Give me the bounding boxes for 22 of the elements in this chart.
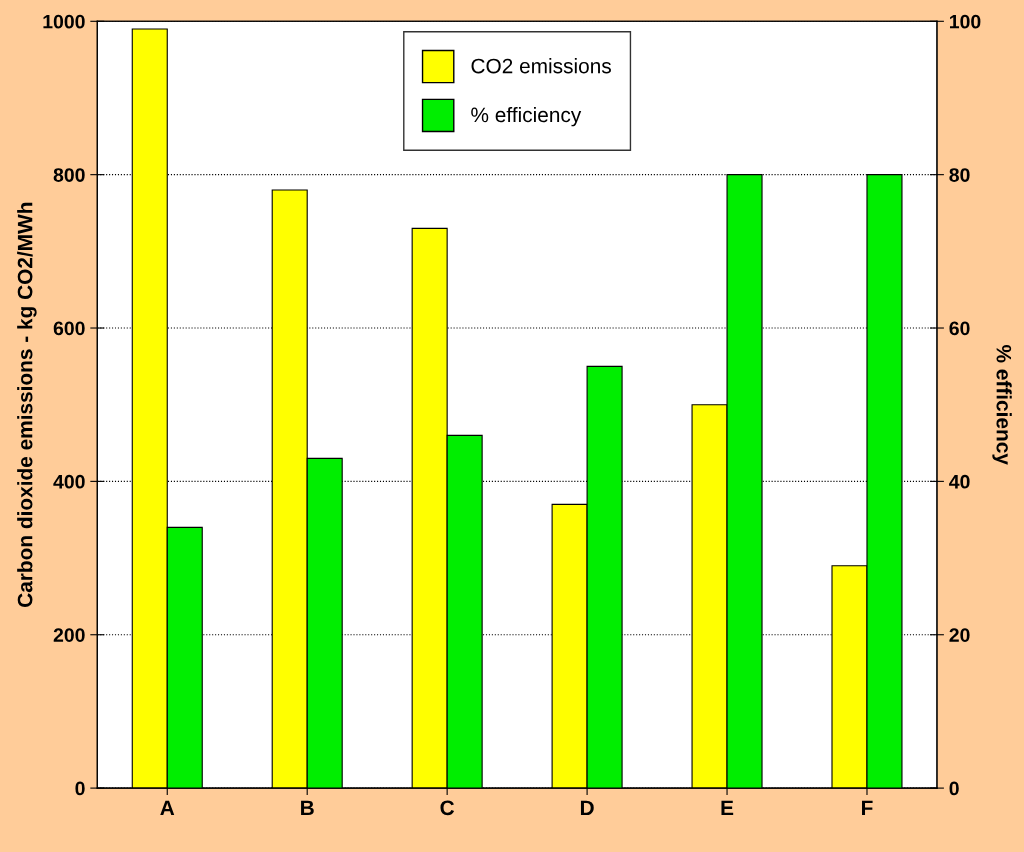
y2-tick-label: 0 (949, 781, 959, 796)
x-tick-label: C (440, 800, 455, 816)
y2-tick-label: 20 (949, 628, 970, 642)
y-tick-label: 0 (75, 781, 85, 796)
y-tick-label: 1000 (43, 14, 85, 29)
y-tick-label: 600 (53, 321, 85, 336)
x-tick-label: A (160, 800, 175, 815)
y-tick-label: 800 (53, 168, 85, 182)
y2-tick-label: 80 (949, 168, 970, 182)
legend-label: CO2 emissions (471, 58, 611, 74)
y2-tick-label: 100 (949, 14, 981, 29)
x-tick-label: D (580, 800, 594, 815)
y2-tick-label: 40 (949, 474, 970, 489)
x-tick-label: B (301, 800, 314, 815)
y-tick-label: 400 (53, 474, 85, 489)
x-tick-label: F (862, 800, 873, 815)
y-tick-label: 200 (53, 628, 85, 642)
legend-label: % efficiency (471, 106, 582, 127)
y2-tick-label: 60 (949, 321, 970, 336)
y-axis-title: Carbon dioxide emissions - kg CO2/MWh (17, 202, 37, 607)
x-tick-label: E (721, 800, 734, 815)
y2-axis-title: % efficiency (992, 345, 1012, 465)
